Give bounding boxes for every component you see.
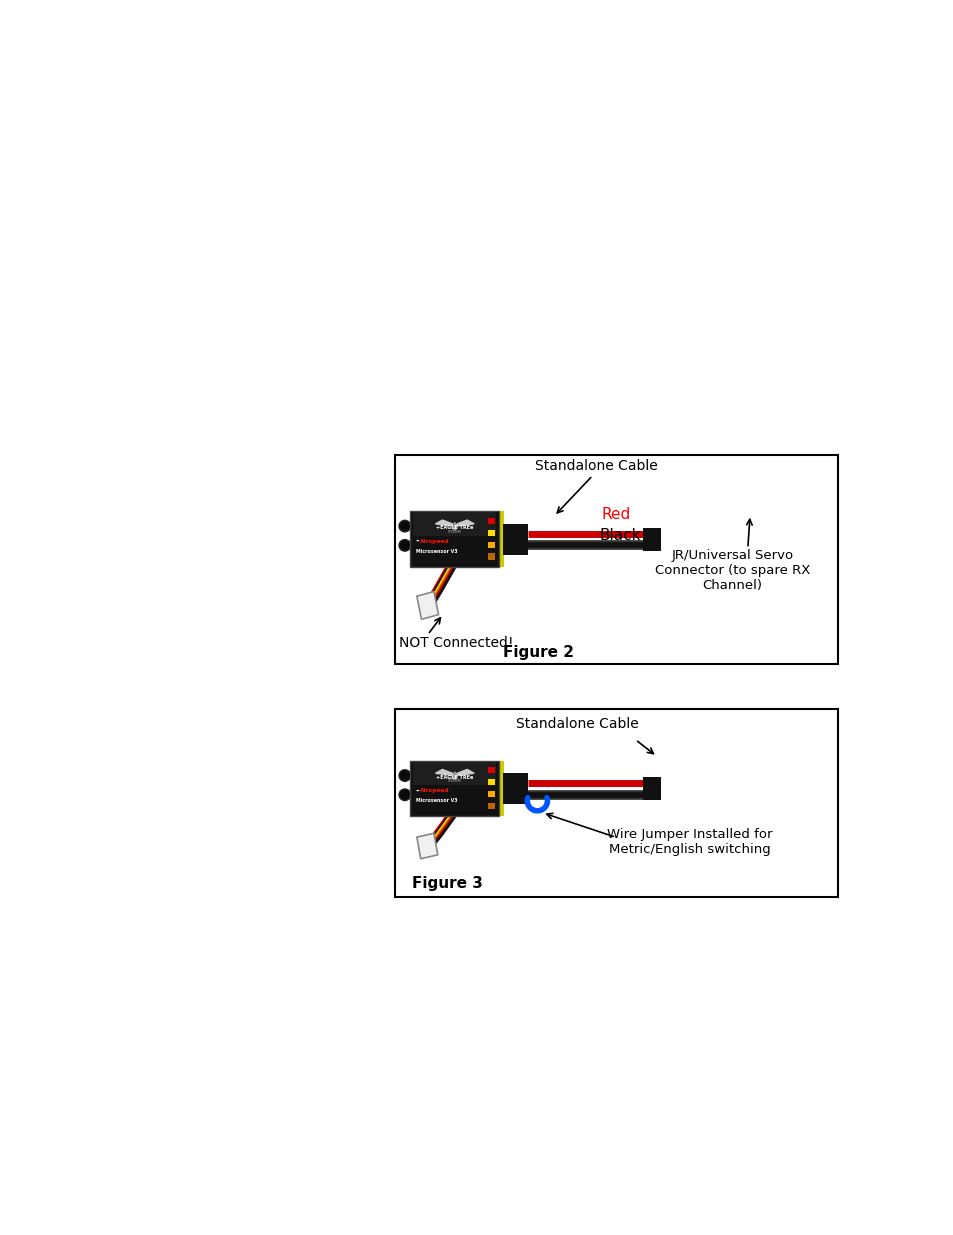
Bar (488, 767, 495, 773)
Bar (488, 530, 495, 536)
Text: Airspeed: Airspeed (419, 538, 449, 543)
Text: Microsensor V3: Microsensor V3 (416, 799, 456, 804)
Polygon shape (435, 520, 455, 526)
Text: Wire Jumper Installed for
Metric/English switching: Wire Jumper Installed for Metric/English… (606, 827, 772, 856)
Circle shape (398, 540, 410, 551)
Bar (413, 762, 496, 785)
Bar (488, 553, 495, 559)
Text: Figure 2: Figure 2 (502, 645, 574, 659)
Polygon shape (416, 834, 437, 858)
Text: NOT Connected!: NOT Connected! (398, 636, 513, 650)
Circle shape (400, 790, 409, 799)
Text: -: - (416, 787, 419, 795)
Bar (488, 517, 495, 524)
Text: +EAGLE TREe: +EAGLE TREe (436, 525, 473, 531)
Text: Black: Black (598, 529, 640, 543)
Polygon shape (455, 769, 474, 776)
Text: Standalone Cable: Standalone Cable (535, 459, 658, 473)
Circle shape (400, 522, 409, 530)
Circle shape (398, 520, 410, 532)
Text: Microsensor V3: Microsensor V3 (416, 550, 456, 555)
Bar (410, 511, 498, 567)
Text: Figure 3: Figure 3 (412, 876, 483, 890)
Polygon shape (455, 520, 474, 526)
Bar (503, 524, 528, 555)
Text: SYSTEMS: SYSTEMS (447, 530, 461, 534)
Circle shape (398, 789, 410, 800)
Polygon shape (416, 592, 438, 619)
Bar (496, 511, 503, 567)
Circle shape (400, 541, 409, 550)
Bar (395, 709, 838, 898)
Text: JR/Universal Servo
Connector (to spare RX
Channel): JR/Universal Servo Connector (to spare R… (654, 548, 809, 592)
Polygon shape (452, 522, 456, 530)
Text: SYSTEMS: SYSTEMS (447, 779, 461, 783)
Bar (488, 541, 495, 547)
Text: -: - (416, 537, 419, 546)
Bar (642, 527, 660, 551)
Bar (410, 761, 498, 816)
Text: Red: Red (600, 508, 630, 522)
Bar (488, 790, 495, 797)
Bar (413, 513, 496, 536)
Bar (488, 803, 495, 809)
Text: Standalone Cable: Standalone Cable (516, 718, 638, 731)
Polygon shape (452, 772, 456, 779)
Bar (496, 761, 503, 816)
Circle shape (400, 772, 409, 779)
Polygon shape (435, 769, 455, 776)
Text: Airspeed: Airspeed (419, 788, 449, 793)
Bar (488, 779, 495, 785)
Bar (642, 777, 660, 800)
Bar (395, 454, 838, 664)
Text: +EAGLE TREe: +EAGLE TREe (436, 774, 473, 779)
Bar (503, 773, 528, 804)
Circle shape (398, 769, 410, 782)
